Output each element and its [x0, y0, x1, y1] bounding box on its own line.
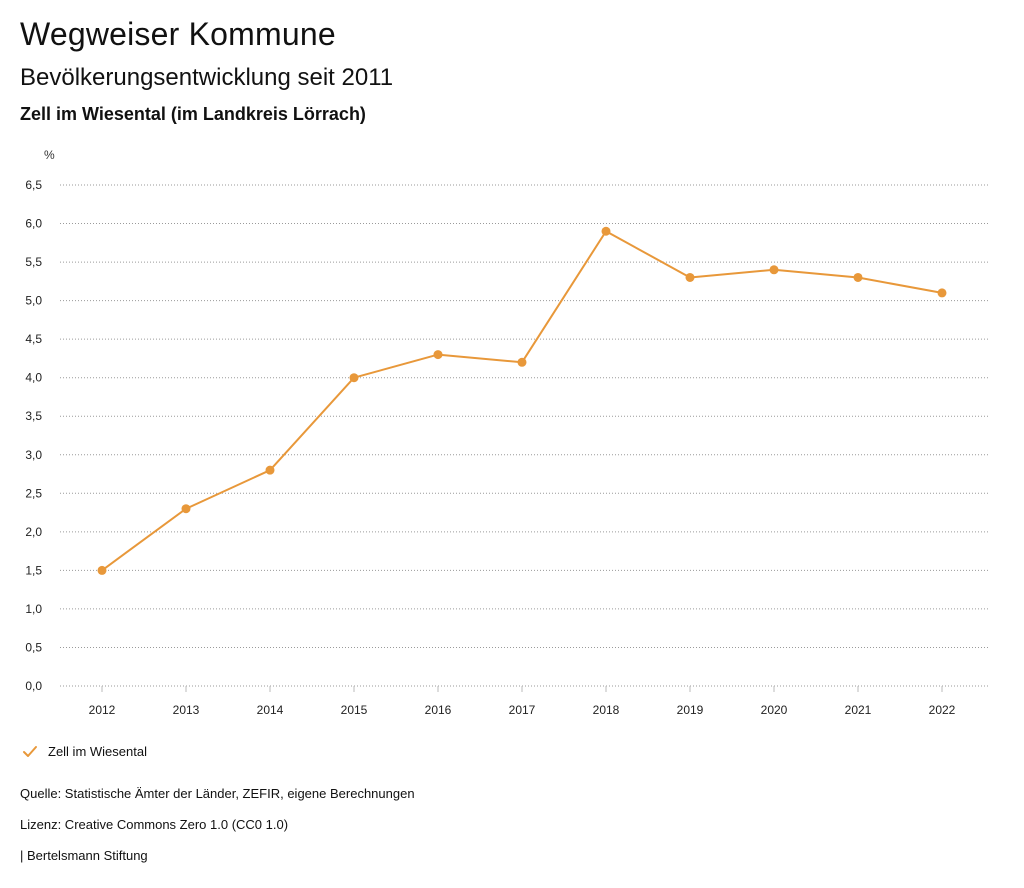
- y-tick-label: 3,5: [25, 409, 42, 423]
- x-tick-label: 2021: [845, 703, 872, 717]
- x-tick-label: 2013: [173, 703, 200, 717]
- data-point[interactable]: [937, 288, 947, 298]
- y-tick-label: 4,5: [25, 332, 42, 346]
- x-tick-label: 2019: [677, 703, 704, 717]
- data-point[interactable]: [853, 272, 863, 282]
- x-tick-label: 2012: [89, 703, 116, 717]
- y-tick-label: 6,5: [25, 178, 42, 192]
- publisher-note: | Bertelsmann Stiftung: [20, 848, 148, 863]
- data-point[interactable]: [433, 350, 443, 360]
- source-note: Quelle: Statistische Ämter der Länder, Z…: [20, 786, 415, 801]
- x-tick-label: 2016: [425, 703, 452, 717]
- page-title: Wegweiser Kommune: [20, 16, 336, 52]
- line-chart: 0,0 0,5 1,0 1,5 2,0 2,5 3,0 3,5 4,0 4,5 5,0 5,5 6,0 6…: [25, 148, 990, 717]
- y-tick-label: 0,5: [25, 640, 42, 654]
- y-tick-label: 5,5: [25, 255, 42, 269]
- data-point[interactable]: [97, 565, 107, 575]
- x-axis: 2012 2013 2014 2015 2016 2017 2018 2019 2020 2021…: [89, 686, 956, 717]
- grid-lines: [60, 184, 990, 687]
- x-tick-label: 2015: [341, 703, 368, 717]
- data-point[interactable]: [181, 504, 191, 514]
- y-tick-label: 1,5: [25, 563, 42, 577]
- data-point[interactable]: [685, 272, 695, 282]
- y-tick-label: 5,0: [25, 294, 42, 308]
- data-point[interactable]: [517, 357, 527, 367]
- data-point[interactable]: [601, 226, 611, 236]
- y-tick-label: 0,0: [25, 679, 42, 693]
- y-tick-label: 1,0: [25, 602, 42, 616]
- series-layer: [97, 226, 947, 575]
- data-point[interactable]: [349, 373, 359, 383]
- y-tick-label: 2,0: [25, 525, 42, 539]
- legend-label: Zell im Wiesental: [48, 744, 147, 759]
- data-point[interactable]: [265, 465, 275, 475]
- check-icon: [23, 745, 37, 757]
- y-axis-label: %: [44, 148, 55, 162]
- chart-subtitle: Bevölkerungsentwicklung seit 2011: [20, 64, 394, 91]
- x-tick-label: 2022: [929, 703, 956, 717]
- y-tick-label: 6,0: [25, 217, 42, 231]
- y-tick-label: 3,0: [25, 448, 42, 462]
- x-tick-label: 2018: [593, 703, 620, 717]
- region-title: Zell im Wiesental (im Landkreis Lörrach): [20, 104, 366, 124]
- y-axis: 0,0 0,5 1,0 1,5 2,0 2,5 3,0 3,5 4,0 4,5 5,0 5,5 6,0 6…: [25, 178, 42, 693]
- series-line: [101, 230, 943, 572]
- x-tick-label: 2017: [509, 703, 536, 717]
- data-point[interactable]: [769, 265, 779, 275]
- y-tick-label: 2,5: [25, 486, 42, 500]
- x-tick-label: 2020: [761, 703, 788, 717]
- legend-item-zell[interactable]: Zell im Wiesental: [22, 744, 147, 759]
- x-tick-label: 2014: [257, 703, 284, 717]
- y-tick-label: 4,0: [25, 371, 42, 385]
- license-note: Lizenz: Creative Commons Zero 1.0 (CC0 1…: [20, 817, 289, 832]
